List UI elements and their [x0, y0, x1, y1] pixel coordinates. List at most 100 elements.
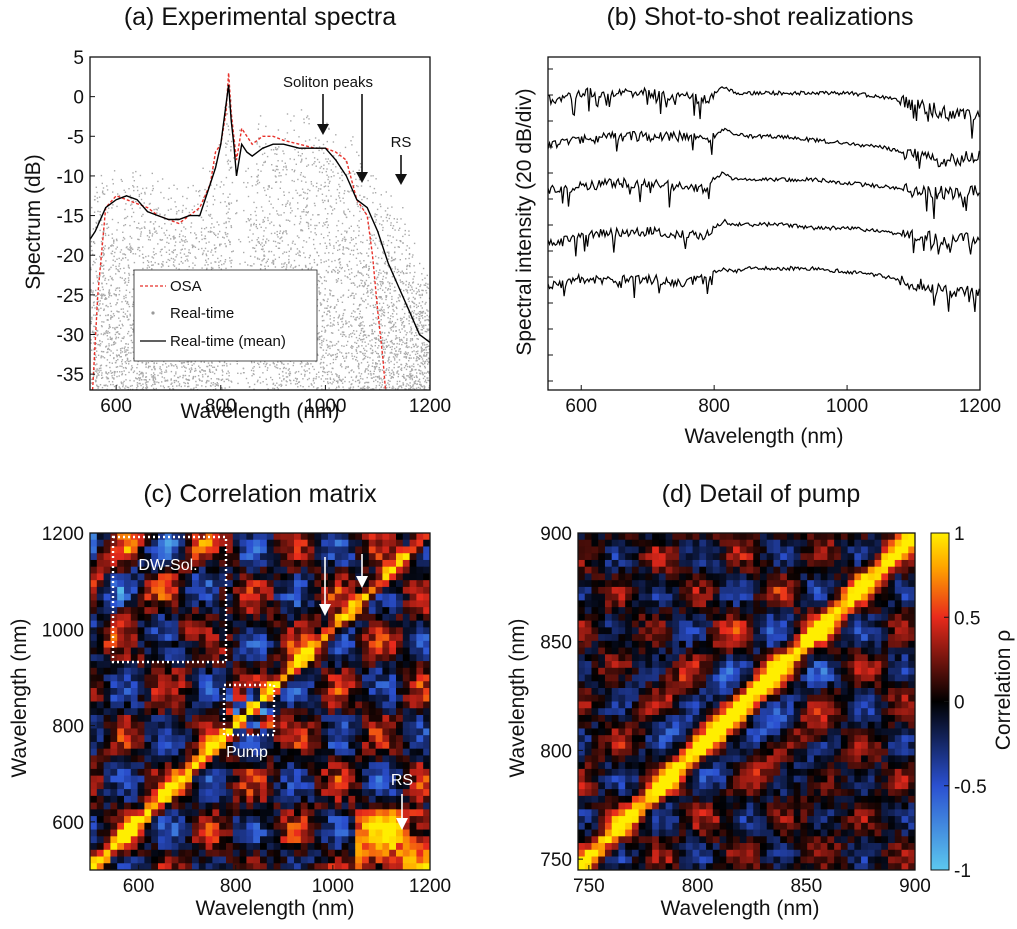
realtime-dot — [338, 155, 340, 157]
realtime-dot — [383, 351, 386, 353]
realtime-dot — [396, 313, 398, 315]
realtime-dot — [223, 184, 225, 186]
realtime-dot — [393, 357, 396, 359]
realtime-dot — [250, 225, 252, 227]
realtime-dot — [368, 364, 370, 366]
realtime-dot — [358, 234, 360, 237]
realtime-dot — [106, 335, 108, 337]
realtime-dot — [300, 155, 302, 157]
realtime-dot — [418, 290, 420, 293]
realtime-dot — [174, 259, 176, 261]
realtime-dot — [240, 372, 242, 375]
realtime-dot — [156, 232, 158, 234]
realtime-dot — [336, 355, 338, 358]
realtime-dot — [283, 191, 285, 193]
realtime-dot — [351, 312, 353, 314]
realtime-dot — [210, 268, 213, 270]
realtime-dot — [303, 211, 305, 213]
realtime-dot — [160, 369, 162, 371]
realtime-dot — [392, 225, 395, 227]
realtime-dot — [98, 304, 100, 306]
realtime-dot — [377, 347, 379, 349]
realtime-dot — [333, 379, 336, 382]
realtime-dot — [112, 343, 115, 346]
realtime-dot — [424, 362, 426, 365]
realtime-dot — [336, 224, 338, 227]
realtime-dot — [398, 229, 400, 231]
realtime-dot — [382, 251, 384, 253]
realtime-dot — [212, 195, 214, 197]
realtime-dot — [420, 312, 422, 314]
realtime-dot — [282, 371, 284, 373]
realtime-dot — [217, 365, 219, 367]
realtime-dot — [414, 353, 417, 356]
realtime-dot — [408, 282, 410, 284]
realtime-dot — [415, 293, 417, 295]
realtime-dot — [403, 366, 406, 369]
realtime-dot — [362, 293, 365, 295]
realtime-dot — [382, 241, 384, 243]
realtime-dot — [161, 248, 163, 250]
realtime-dot — [428, 358, 430, 360]
realtime-dot — [167, 258, 169, 261]
realtime-dot — [413, 357, 415, 359]
realtime-dot — [303, 121, 305, 124]
realtime-dot — [310, 268, 312, 270]
realtime-dot — [415, 287, 418, 289]
realtime-dot — [96, 301, 99, 303]
realtime-dot — [411, 377, 413, 380]
realtime-dot — [104, 277, 107, 280]
realtime-dot — [209, 231, 211, 233]
realtime-dot — [400, 368, 402, 371]
realtime-dot — [308, 385, 310, 388]
realtime-dot — [122, 308, 124, 310]
realtime-dot — [321, 171, 323, 174]
realtime-dot — [332, 141, 335, 143]
realtime-dot — [313, 368, 315, 371]
realtime-dot — [408, 265, 411, 267]
realtime-dot — [317, 337, 319, 339]
realtime-dot — [360, 339, 362, 341]
realtime-dot — [387, 382, 389, 384]
realtime-dot — [406, 290, 408, 292]
realtime-dot — [425, 282, 427, 285]
realtime-dot — [229, 193, 231, 195]
realtime-dot — [426, 319, 428, 321]
realtime-dot — [294, 243, 296, 245]
realtime-dot — [329, 244, 331, 246]
realtime-dot — [106, 319, 108, 321]
realtime-dot — [361, 316, 364, 318]
realtime-dot — [232, 250, 234, 252]
realtime-dot — [121, 337, 123, 339]
realtime-dot — [419, 296, 422, 299]
realtime-dot — [274, 258, 277, 260]
realtime-dot — [116, 331, 118, 334]
realtime-dot — [205, 254, 208, 257]
realtime-dot — [304, 373, 306, 376]
realtime-dot — [310, 383, 312, 385]
realtime-dot — [392, 343, 395, 345]
realtime-dot — [410, 375, 413, 378]
realtime-dot — [184, 236, 186, 238]
realtime-dot — [124, 257, 127, 259]
realtime-dot — [411, 365, 413, 367]
realtime-dot — [200, 361, 202, 363]
realtime-dot — [363, 387, 365, 390]
realtime-dot — [101, 374, 103, 376]
realtime-dot — [166, 366, 168, 368]
realtime-dot — [297, 370, 300, 373]
realtime-dot — [363, 354, 365, 357]
realtime-dot — [172, 387, 174, 390]
realtime-dot — [266, 362, 268, 365]
realtime-dot — [233, 157, 235, 159]
realtime-dot — [325, 280, 327, 282]
realtime-dot — [248, 386, 251, 388]
realtime-dot — [337, 269, 339, 271]
realtime-dot — [370, 297, 373, 299]
realtime-dot — [387, 360, 389, 362]
realtime-dot — [347, 366, 349, 368]
realtime-dot — [136, 372, 138, 375]
realtime-dot — [373, 322, 375, 324]
realtime-dot — [299, 385, 302, 387]
realtime-dot — [325, 170, 327, 173]
